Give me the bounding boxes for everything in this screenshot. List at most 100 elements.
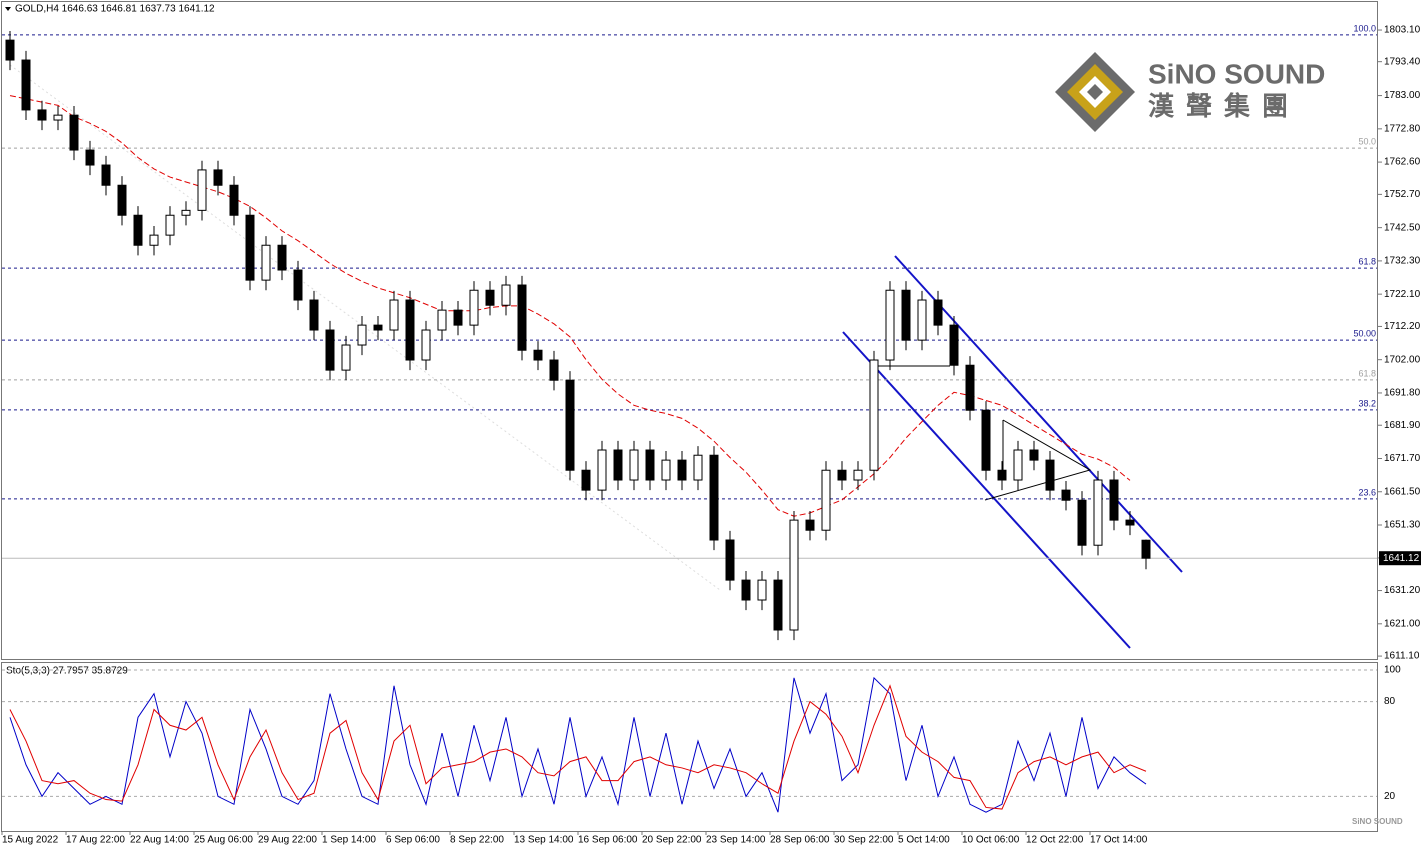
candle-body	[901, 289, 911, 341]
candle-body	[997, 469, 1007, 481]
y-tick-label: 1793.40	[1384, 56, 1421, 67]
y-tick-label: 20	[1384, 791, 1396, 802]
y-tick-label: 1783.00	[1384, 90, 1421, 101]
x-tick-label: 5 Oct 14:00	[898, 835, 950, 846]
candle-body	[965, 364, 975, 411]
x-tick-label: 10 Oct 06:00	[962, 835, 1020, 846]
stoch-line	[9, 684, 1147, 810]
x-tick-label: 13 Sep 14:00	[514, 835, 574, 846]
x-tick-label: 25 Aug 06:00	[194, 835, 253, 846]
x-tick-label: 17 Aug 22:00	[66, 835, 125, 846]
y-tick-label: 1772.80	[1384, 123, 1421, 134]
candle-body	[853, 469, 863, 481]
x-tick-label: 1 Sep 14:00	[322, 835, 376, 846]
x-tick-label: 8 Sep 22:00	[450, 835, 504, 846]
candle-body	[517, 284, 527, 351]
candle-body	[581, 469, 591, 491]
y-tick-label: 1661.50	[1384, 486, 1421, 497]
channel-lower	[842, 331, 1131, 649]
candle-body	[549, 359, 559, 381]
x-tick-label: 22 Aug 14:00	[130, 835, 189, 846]
y-tick-label: 1752.70	[1384, 189, 1421, 200]
candle-body	[1109, 479, 1119, 521]
candle-body	[309, 299, 319, 331]
candle-body	[773, 579, 783, 631]
current-price-box	[1379, 551, 1421, 566]
candle-body	[213, 169, 223, 186]
candle-body	[21, 59, 31, 111]
triangle	[984, 419, 1092, 501]
y-tick-label: 1611.10	[1384, 651, 1420, 662]
candle-body	[453, 309, 463, 326]
candle-body	[1061, 489, 1071, 501]
y-tick-label: 1722.10	[1384, 289, 1421, 300]
candle-body	[101, 164, 111, 186]
candle-body	[757, 579, 767, 601]
candle-body	[277, 244, 287, 271]
fib-label: 61.8	[1358, 256, 1376, 266]
candle-body	[133, 214, 143, 246]
candle-body	[1141, 539, 1151, 559]
x-tick-label: 15 Aug 2022	[2, 835, 59, 846]
candle-body	[821, 469, 831, 531]
candle-body	[245, 214, 255, 281]
stoch-panel	[1, 662, 1378, 832]
candle-body	[5, 39, 15, 61]
candle-body	[389, 299, 399, 331]
y-tick-label: 1732.30	[1384, 256, 1421, 267]
candle-body	[533, 349, 543, 361]
stoch-title: Sto(5,3,3) 27.7957 35.8729	[6, 666, 128, 677]
candle-body	[949, 324, 959, 366]
candle-body	[165, 214, 175, 236]
x-tick-label: 16 Sep 06:00	[578, 835, 638, 846]
y-tick-label: 1702.00	[1384, 354, 1421, 365]
x-tick-label: 23 Sep 14:00	[706, 835, 766, 846]
candle-body	[1125, 519, 1135, 526]
candle-body	[677, 459, 687, 481]
logo: SiNO SOUND 漢聲集團 SiNO SOUND	[1055, 52, 1403, 826]
candle-body	[437, 309, 447, 331]
candle-body	[933, 299, 943, 326]
candle-body	[869, 359, 879, 471]
candle-body	[805, 519, 815, 531]
candle-body	[469, 289, 479, 326]
chart-title: GOLD,H4 1646.63 1646.81 1637.73 1641.12	[15, 4, 215, 15]
candle-body	[885, 289, 895, 361]
candle-body	[117, 184, 127, 216]
main-panel	[1, 1, 1378, 660]
candle-body	[629, 449, 639, 481]
candle-body	[341, 344, 351, 371]
candle-body	[197, 169, 207, 211]
channel-upper	[894, 255, 1183, 573]
y-tick-label: 1671.70	[1384, 453, 1421, 464]
watermark: SiNO SOUND	[1352, 817, 1403, 826]
y-tick-label: 80	[1384, 696, 1396, 707]
candle-body	[741, 579, 751, 601]
x-tick-label: 29 Aug 22:00	[258, 835, 317, 846]
fib-label: 23.6	[1358, 487, 1376, 497]
candle-body	[1029, 449, 1039, 461]
fib-label: 50.00	[1353, 329, 1376, 339]
logo-name: SiNO SOUND	[1148, 58, 1325, 89]
menu-arrow[interactable]	[5, 7, 11, 11]
x-tick-label: 12 Oct 22:00	[1026, 835, 1084, 846]
candle-body	[613, 449, 623, 481]
candle-body	[261, 244, 271, 281]
y-tick-label: 1762.60	[1384, 157, 1421, 168]
candle-body	[85, 149, 95, 166]
x-tick-label: 28 Sep 06:00	[770, 835, 830, 846]
x-tick-label: 20 Sep 22:00	[642, 835, 702, 846]
candle-body	[485, 289, 495, 306]
candle-body	[1045, 459, 1055, 491]
candle-body	[405, 299, 415, 361]
fib-label: 61.8	[1358, 368, 1376, 378]
y-tick-label: 100	[1384, 665, 1401, 676]
candle-body	[837, 469, 847, 481]
y-tick-label: 1631.20	[1384, 585, 1421, 596]
candle-body	[181, 209, 191, 216]
candle-body	[661, 459, 671, 481]
candle-body	[693, 454, 703, 481]
candle-body	[789, 519, 799, 631]
candle-body	[421, 329, 431, 361]
